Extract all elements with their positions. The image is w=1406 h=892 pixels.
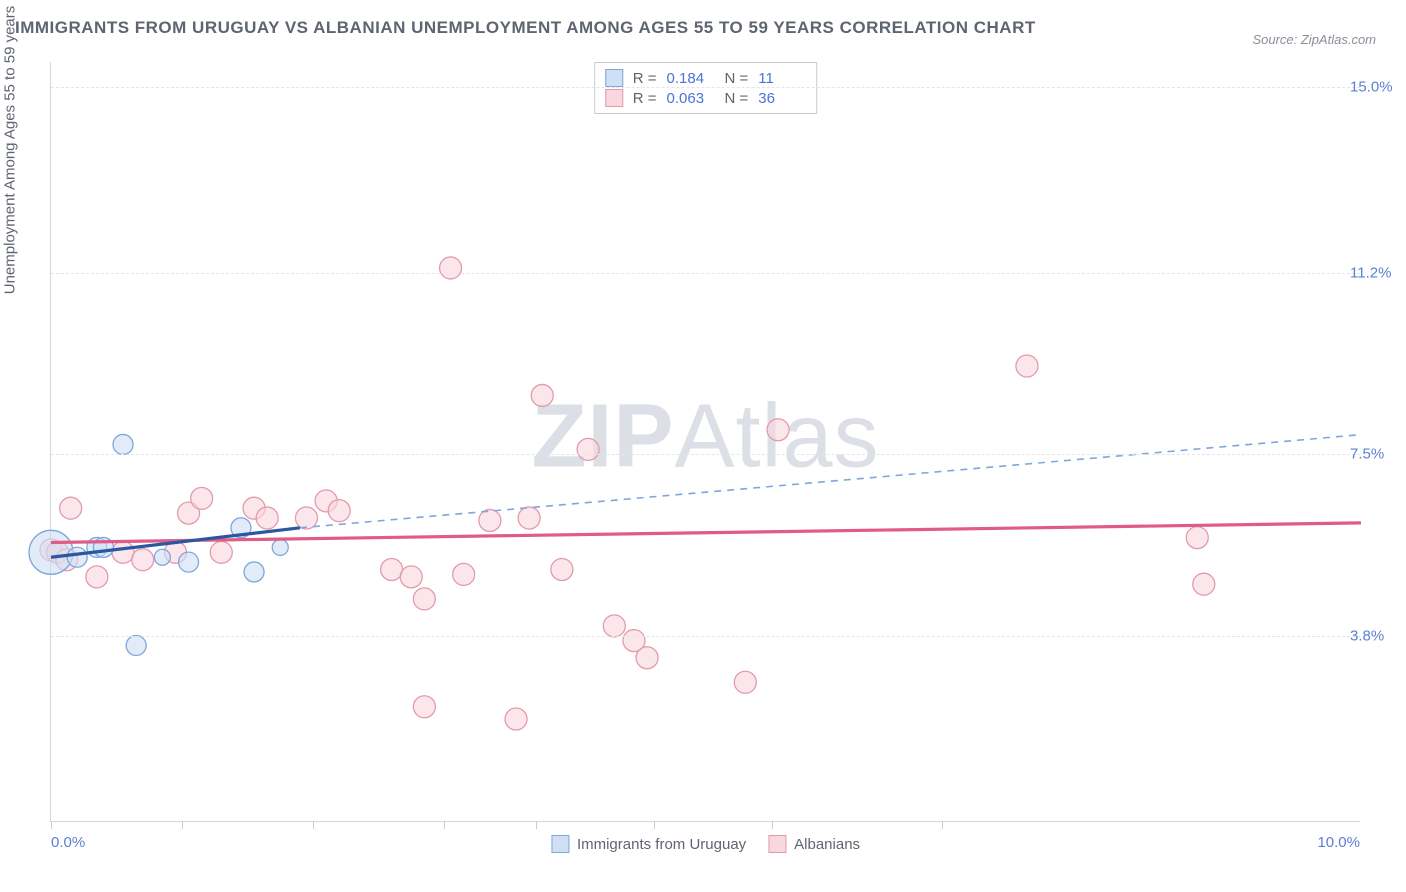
scatter-point (1186, 527, 1208, 549)
legend-label-pink: Albanians (794, 836, 860, 853)
chart-title: IMMIGRANTS FROM URUGUAY VS ALBANIAN UNEM… (15, 18, 1036, 38)
y-axis-label: Unemployment Among Ages 55 to 59 years (2, 6, 19, 295)
scatter-point (154, 549, 170, 565)
stats-row-blue: R = 0.184 N = 11 (605, 69, 807, 87)
stats-legend-box: R = 0.184 N = 11 R = 0.063 N = 36 (594, 62, 818, 114)
scatter-point (636, 647, 658, 669)
legend-item-pink: Albanians (768, 835, 860, 853)
legend-item-blue: Immigrants from Uruguay (551, 835, 746, 853)
legend-label-blue: Immigrants from Uruguay (577, 836, 746, 853)
scatter-point (126, 635, 146, 655)
stat-n-value-blue: 11 (758, 70, 806, 87)
scatter-point (734, 671, 756, 693)
scatter-point (413, 696, 435, 718)
stat-r-value-blue: 0.184 (667, 70, 715, 87)
y-tick-label: 3.8% (1350, 627, 1405, 644)
x-axis-min-label: 0.0% (51, 834, 85, 851)
gridline-h (51, 87, 1360, 88)
scatter-point (767, 419, 789, 441)
scatter-point (179, 552, 199, 572)
scatter-point (132, 549, 154, 571)
scatter-point (381, 558, 403, 580)
scatter-point (256, 507, 278, 529)
scatter-point (551, 558, 573, 580)
scatter-point (60, 497, 82, 519)
gridline-h (51, 636, 1360, 637)
legend-swatch-pink (768, 835, 786, 853)
stat-n-label: N = (725, 70, 749, 87)
x-tick (182, 821, 183, 829)
y-tick-label: 15.0% (1350, 78, 1405, 95)
scatter-point (1016, 355, 1038, 377)
x-tick (772, 821, 773, 829)
scatter-point (112, 541, 134, 563)
x-tick (536, 821, 537, 829)
swatch-blue (605, 69, 623, 87)
x-tick (51, 821, 52, 829)
scatter-point (113, 434, 133, 454)
stat-r-label: R = (633, 90, 657, 107)
scatter-point (531, 384, 553, 406)
stat-n-label: N = (725, 90, 749, 107)
scatter-point (505, 708, 527, 730)
scatter-point (518, 507, 540, 529)
scatter-point (191, 487, 213, 509)
stats-row-pink: R = 0.063 N = 36 (605, 89, 807, 107)
scatter-point (244, 562, 264, 582)
legend-swatch-blue (551, 835, 569, 853)
stat-r-value-pink: 0.063 (667, 90, 715, 107)
x-tick (654, 821, 655, 829)
scatter-point (440, 257, 462, 279)
x-axis-max-label: 10.0% (1317, 834, 1360, 851)
x-tick (313, 821, 314, 829)
bottom-legend: Immigrants from Uruguay Albanians (551, 835, 860, 853)
scatter-point (272, 539, 288, 555)
scatter-point (413, 588, 435, 610)
y-tick-label: 11.2% (1350, 264, 1405, 281)
scatter-point (400, 566, 422, 588)
gridline-h (51, 454, 1360, 455)
scatter-point (86, 566, 108, 588)
chart-container: IMMIGRANTS FROM URUGUAY VS ALBANIAN UNEM… (0, 0, 1406, 892)
stat-n-value-pink: 36 (758, 90, 806, 107)
stat-r-label: R = (633, 70, 657, 87)
swatch-pink (605, 89, 623, 107)
scatter-point (29, 530, 73, 574)
gridline-h (51, 273, 1360, 274)
x-tick (444, 821, 445, 829)
scatter-point (295, 507, 317, 529)
scatter-point (453, 563, 475, 585)
scatter-point (603, 615, 625, 637)
scatter-plot-svg (51, 62, 1361, 822)
scatter-point (479, 509, 501, 531)
scatter-point (210, 541, 232, 563)
plot-area: ZIPAtlas R = 0.184 N = 11 R = 0.063 N = … (50, 62, 1360, 822)
x-tick (942, 821, 943, 829)
y-tick-label: 7.5% (1350, 446, 1405, 463)
scatter-point (577, 438, 599, 460)
trend-line (300, 435, 1361, 528)
source-attribution: Source: ZipAtlas.com (1252, 32, 1376, 47)
scatter-point (67, 547, 87, 567)
scatter-point (1193, 573, 1215, 595)
scatter-point (328, 500, 350, 522)
